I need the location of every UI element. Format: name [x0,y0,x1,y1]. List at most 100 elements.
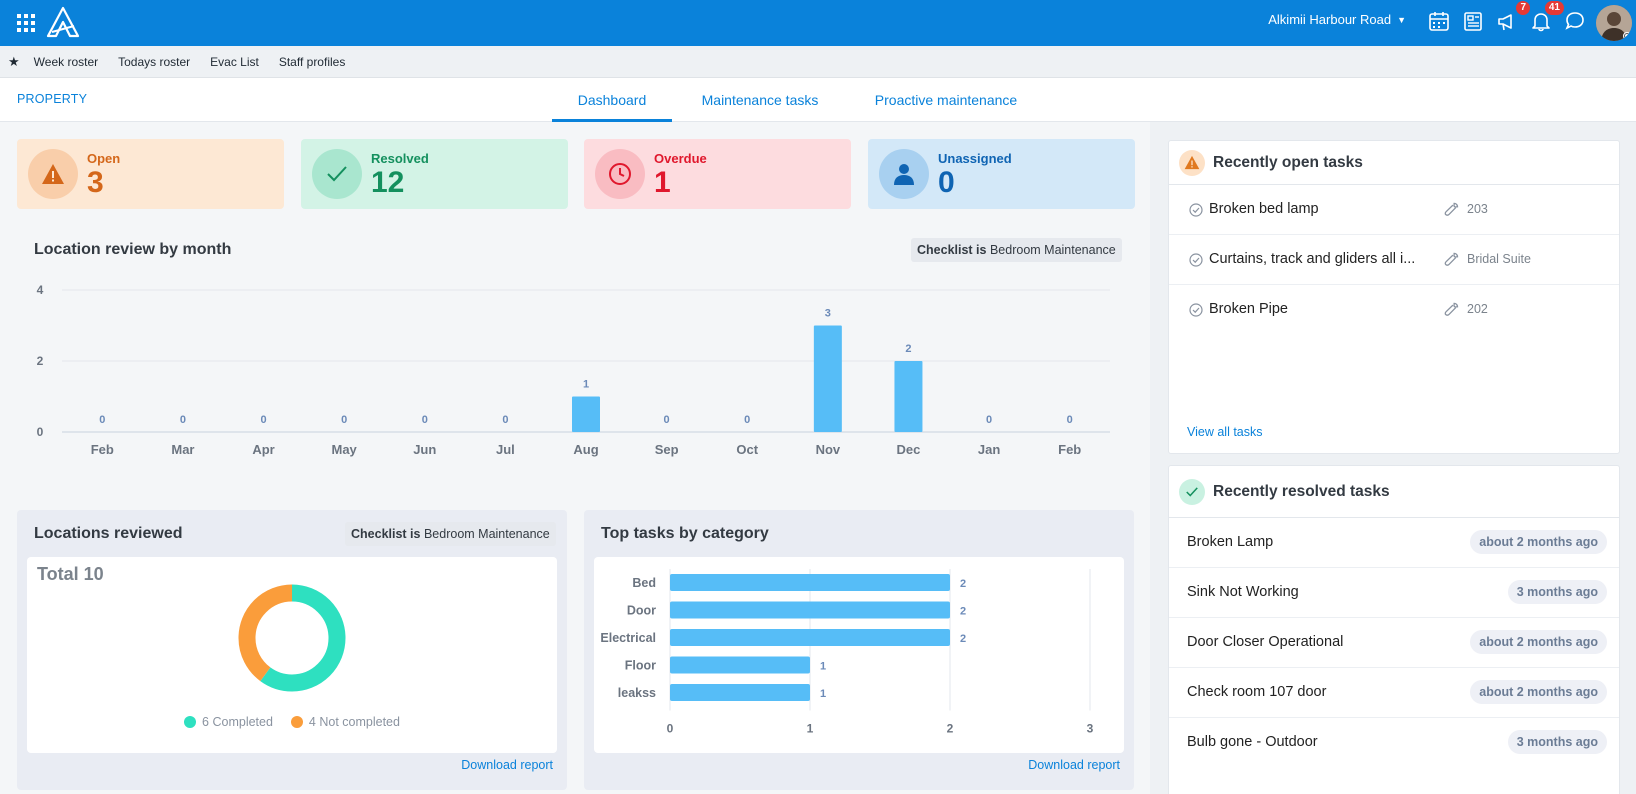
approvals-count-badge: 7 [1516,1,1530,15]
checklist-filter-chip[interactable]: Checklist is Bedroom Maintenance [345,522,556,546]
quicklink-week-roster[interactable]: Week roster [33,54,99,69]
x-tick-label: Feb [91,442,114,457]
bar-value-label: 0 [502,414,508,426]
task-name: Broken bed lamp [1209,201,1319,217]
legend-item-not-completed: 4 Not completed [290,715,400,729]
locations-donut-chart [238,584,346,692]
open-task-row[interactable]: Broken Pipe 202 [1169,285,1619,335]
tab-dashboard[interactable]: Dashboard [552,78,672,122]
donut-legend: 6 Completed 4 Not completed [27,715,557,729]
stat-label: Open [87,151,121,166]
clock-icon [595,149,645,199]
hbar-chart-container: 0 1 2 3 Bed 2 Door 2 Electrical 2 Floor 1 leakss 1 [594,557,1124,753]
apps-grid-icon[interactable] [16,13,36,33]
star-icon[interactable]: ★ [8,53,20,69]
tab-maintenance-tasks[interactable]: Maintenance tasks [701,92,819,108]
top-tasks-chart: 0 1 2 3 Bed 2 Door 2 Electrical 2 Floor 1 leakss 1 [600,569,1094,736]
task-name: Bulb gone - Outdoor [1187,734,1318,750]
stat-card-overdue[interactable]: Overdue 1 [584,139,851,209]
download-report-link[interactable]: Download report [461,758,553,772]
bar[interactable] [670,684,810,701]
resolved-time-badge: about 2 months ago [1470,630,1607,654]
stat-card-unassigned[interactable]: Unassigned 0 [868,139,1135,209]
bar-value-label: 2 [960,633,966,645]
stat-card-open[interactable]: Open 3 [17,139,284,209]
bar-value-label: 0 [341,414,347,426]
chevron-down-icon: ▼ [1397,14,1406,25]
recent-open-header: Recently open tasks [1169,141,1619,185]
quicklink-evac-list[interactable]: Evac List [210,54,259,69]
user-icon [879,149,929,199]
notifications-button[interactable]: 41 [1530,1,1564,36]
bar-value-label: 1 [583,379,589,391]
x-tick-label: Jun [413,442,436,457]
chat-bubble-icon [1565,12,1584,30]
wrench-icon [1444,302,1459,316]
approvals-button[interactable]: 7 [1496,1,1530,36]
newspaper-icon [1464,12,1482,31]
checklist-filter-chip[interactable]: Checklist is Bedroom Maintenance [911,238,1122,262]
brand-logo[interactable] [46,6,80,38]
open-task-row[interactable]: Broken bed lamp 203 [1169,185,1619,235]
task-location: Bridal Suite [1467,252,1531,266]
section-title: PROPERTY [17,92,88,106]
donut-chart-container: Total 10 6 Completed 4 Not completed [27,557,557,753]
x-tick-label: Nov [816,442,841,457]
quicklink-staff-profiles[interactable]: Staff profiles [278,54,346,69]
bar[interactable] [670,601,950,619]
resolved-time-badge: 3 months ago [1507,580,1607,604]
bar[interactable] [572,396,600,433]
filter-key: Checklist is [351,527,421,541]
resolved-task-row[interactable]: Broken Lamp about 2 months ago [1169,518,1619,568]
task-name: Broken Lamp [1187,534,1274,550]
resolved-task-row[interactable]: Sink Not Working 3 months ago [1169,568,1619,618]
x-tick-label: Jan [978,442,1000,457]
news-button[interactable] [1462,10,1488,36]
bar-value-label: 0 [260,414,266,426]
y-tick-label: 4 [37,283,44,297]
resolved-task-row[interactable]: Bulb gone - Outdoor 3 months ago [1169,718,1619,768]
view-all-tasks-link[interactable]: View all tasks [1187,425,1263,439]
bar-value-label: 2 [960,606,966,618]
top-tasks-panel: Top tasks by category 0 1 2 3 Bed 2 Door 2 Elect… [584,510,1134,790]
recent-open-title: Recently open tasks [1213,153,1363,171]
quicklink-todays-roster[interactable]: Todays roster [118,54,191,69]
location-review-title: Location review by month [34,241,232,258]
bar[interactable] [670,629,950,646]
wrench-icon [1444,252,1459,266]
bar-value-label: 0 [664,414,670,426]
stat-card-resolved[interactable]: Resolved 12 [301,139,568,209]
locations-reviewed-title: Locations reviewed [34,525,183,542]
stat-label: Overdue [654,151,707,166]
download-report-link[interactable]: Download report [1028,758,1120,772]
bar-value-label: 1 [820,688,826,700]
location-selector[interactable]: Alkimii Harbour Road ▼ [1268,12,1406,27]
x-tick-label: 2 [947,722,954,736]
bar[interactable] [670,574,950,591]
wrench-icon [1444,202,1459,216]
tab-proactive-maintenance[interactable]: Proactive maintenance [874,92,1018,108]
legend-swatch [184,716,197,728]
user-avatar[interactable] [1596,5,1632,41]
calendar-icon [1429,12,1449,31]
bar-value-label: 0 [1067,414,1073,426]
resolved-time-badge: 3 months ago [1507,730,1607,754]
open-task-row[interactable]: Curtains, track and gliders all i... Bri… [1169,235,1619,285]
favourites-bar: ★ Week roster Todays roster Evac List St… [0,46,1636,78]
stat-value: 1 [654,166,671,199]
bar[interactable] [894,361,923,432]
y-tick-label: 2 [37,354,44,368]
resolved-task-row[interactable]: Door Closer Operational about 2 months a… [1169,618,1619,668]
bar[interactable] [670,656,810,674]
x-tick-label: Sep [655,442,679,457]
x-tick-label: 1 [807,722,814,736]
chat-button[interactable] [1564,10,1590,36]
resolved-task-row[interactable]: Check room 107 door about 2 months ago [1169,668,1619,718]
calendar-button[interactable] [1428,10,1454,36]
x-tick-label: 3 [1087,722,1094,736]
donut-slice[interactable] [238,584,346,692]
y-tick-label: 0 [37,425,44,439]
resolved-time-badge: about 2 months ago [1470,680,1607,704]
bar[interactable] [813,325,842,433]
bar-value-label: 0 [180,414,186,426]
